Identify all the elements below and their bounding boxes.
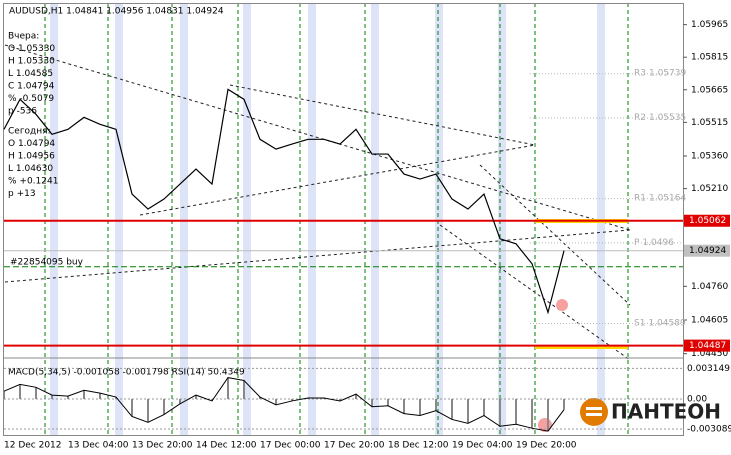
y-tick-label: 1.05965 bbox=[691, 20, 728, 30]
frame bbox=[3, 3, 684, 436]
y-tick-label: 1.05360 bbox=[691, 152, 728, 162]
info-line: O 1.05330 bbox=[8, 44, 55, 54]
info-line: % -0.5079 bbox=[8, 94, 54, 104]
logo: ПАНТЕОН bbox=[580, 398, 721, 426]
level-label: 1.05062 bbox=[689, 216, 726, 226]
y-tick-label: 1.04450 bbox=[691, 349, 728, 359]
logo-text: ПАНТЕОН bbox=[611, 400, 721, 424]
pivot-name: R1 bbox=[634, 193, 646, 203]
info-line: Сегодня: bbox=[8, 127, 51, 137]
pivot-label: R1 1.05164 bbox=[634, 193, 686, 203]
x-tick-label: 19 Dec 04:00 bbox=[452, 441, 513, 451]
y-tick-label: 1.05665 bbox=[691, 85, 728, 95]
price-line-series bbox=[3, 88, 565, 315]
level-label-box bbox=[684, 339, 730, 352]
pivot-label: R2 1.05535 bbox=[634, 113, 686, 123]
marker bbox=[556, 299, 568, 311]
title: AUDUSD,H1 1.04841 1.04956 1.04831 1.0492… bbox=[9, 7, 224, 17]
pivot-label: P 1.0496 bbox=[634, 237, 674, 247]
y-tick-label: 1.05210 bbox=[691, 184, 728, 194]
x-tick-label: 13 Dec 04:00 bbox=[68, 441, 129, 451]
info-line: p -536 bbox=[8, 107, 37, 117]
info-line: Вчера: bbox=[8, 32, 39, 42]
x-tick-label: 18 Dec 12:00 bbox=[388, 441, 449, 451]
x-tick-label: 14 Dec 12:00 bbox=[196, 441, 257, 451]
info-line: p +13 bbox=[8, 189, 36, 199]
pivot-value: 1.05164 bbox=[649, 193, 686, 203]
info-line: L 1.04630 bbox=[8, 164, 53, 174]
pivot-value: 1.04589 bbox=[648, 318, 685, 328]
pivot-label: R3 1.05739 bbox=[634, 68, 686, 78]
indicator-tick-label: 0.00 bbox=[687, 394, 707, 404]
pivot-value: 1.0496 bbox=[642, 237, 674, 247]
y-tick-label: 1.05515 bbox=[691, 118, 728, 128]
info-line: H 1.04956 bbox=[8, 152, 55, 162]
level-label: 1.04487 bbox=[689, 341, 726, 351]
info-line: H 1.05330 bbox=[8, 57, 55, 67]
pivot-name: S1 bbox=[634, 318, 645, 328]
trend-lines bbox=[4, 44, 631, 361]
pivot-name: R2 bbox=[634, 113, 646, 123]
indicator-label: MACD(5,34,5) -0.001058 -0.001798 RSI(14)… bbox=[8, 368, 245, 378]
info-line: O 1.04794 bbox=[8, 139, 55, 149]
y-tick-label: 1.04605 bbox=[691, 315, 728, 325]
info-line: C 1.04794 bbox=[8, 82, 55, 92]
pivot-name: P bbox=[634, 237, 640, 247]
price-label-box bbox=[684, 244, 730, 257]
x-tick-label: 19 Dec 20:00 bbox=[516, 441, 577, 451]
vertical-grid bbox=[44, 3, 629, 435]
x-tick-label: 17 Dec 20:00 bbox=[324, 441, 385, 451]
x-tick-label: 12 Dec 2012 bbox=[4, 441, 62, 451]
y-tick-label: 1.05815 bbox=[691, 53, 728, 63]
info-line: L 1.04585 bbox=[8, 69, 53, 79]
pivot-value: 1.05535 bbox=[649, 113, 686, 123]
pivot-label: S1 1.04589 bbox=[634, 318, 686, 328]
pivot-value: 1.05739 bbox=[649, 68, 686, 78]
order-label: #22854095 buy bbox=[10, 257, 84, 267]
level-label-box bbox=[684, 214, 730, 227]
price-label: 1.04924 bbox=[689, 246, 726, 256]
indicator-tick-label: -0.003089 bbox=[687, 425, 731, 435]
pivot-name: R3 bbox=[634, 68, 646, 78]
x-tick-label: 13 Dec 20:00 bbox=[132, 441, 193, 451]
info-line: % +0.1241 bbox=[8, 177, 58, 187]
x-tick-label: 17 Dec 00:00 bbox=[260, 441, 321, 451]
y-tick-label: 1.04760 bbox=[691, 282, 728, 292]
indicator-line bbox=[3, 377, 565, 432]
indicator-tick-label: 0.003149 bbox=[687, 364, 730, 374]
